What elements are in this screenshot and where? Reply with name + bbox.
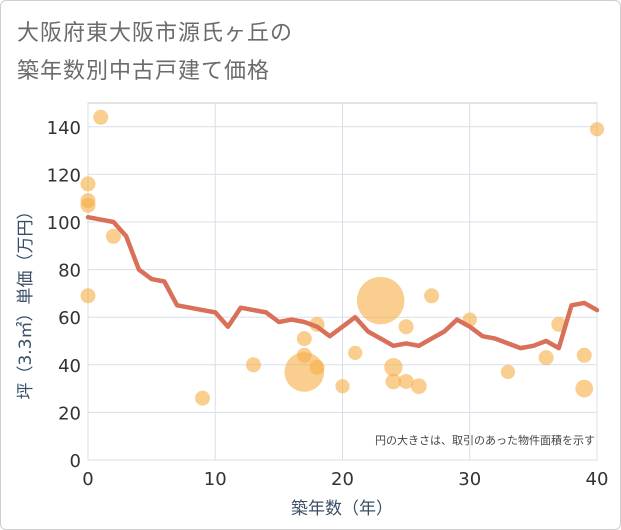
- average-price-line: [85, 214, 600, 351]
- scatter-point: [80, 176, 96, 192]
- x-axis-title: 築年数（年）: [291, 499, 393, 519]
- scatter-point: [309, 359, 325, 375]
- x-tick-label: 30: [458, 469, 481, 490]
- x-tick-label: 0: [82, 469, 93, 490]
- y-tick-label: 40: [58, 356, 81, 377]
- scatter-point: [93, 109, 109, 125]
- scatter-point: [398, 373, 414, 389]
- chart-title-line-1: 大阪府東大阪市源氏ヶ丘の: [17, 21, 294, 46]
- scatter-point: [105, 228, 121, 244]
- x-tick-label: 10: [204, 469, 227, 490]
- bubble-size-note: 円の大きさは、取引のあった物件面積を示す: [375, 433, 595, 447]
- x-tick-label: 40: [586, 469, 609, 490]
- y-tick-label: 20: [58, 403, 81, 424]
- y-axis-title: 坪（3.3㎡）単価（万円）: [16, 202, 36, 399]
- scatter-point: [245, 357, 261, 373]
- average-line-layer: [85, 214, 600, 351]
- scatter-point: [195, 390, 211, 406]
- scatter-point: [500, 364, 516, 380]
- scatter-point: [384, 357, 403, 377]
- x-tick-labels: 0 10 20 30 40: [82, 469, 608, 490]
- y-tick-label: 60: [58, 308, 81, 329]
- y-tick-label: 120: [47, 165, 81, 186]
- y-tick-label: 140: [47, 118, 81, 139]
- x-tick-label: 20: [331, 469, 354, 490]
- y-gridlines: [88, 126, 597, 461]
- y-tick-labels: 0 20 40 60 80 100 120 140: [47, 118, 81, 472]
- y-tick-label: 100: [47, 213, 81, 234]
- scatter-point: [296, 347, 312, 363]
- scatter-point: [296, 331, 312, 347]
- scatter-point: [356, 276, 405, 325]
- chart-title-line-2: 築年数別中古戸建て価格: [17, 59, 271, 84]
- y-tick-label: 80: [58, 261, 81, 282]
- scatter-point: [575, 379, 594, 398]
- scatter-point: [80, 288, 96, 304]
- scatter-point: [348, 345, 363, 361]
- scatter-point: [335, 379, 350, 394]
- y-tick-label: 0: [70, 451, 81, 472]
- scatter-point: [385, 373, 402, 390]
- scatter-bubbles: [80, 109, 605, 406]
- scatter-point: [424, 288, 440, 304]
- scatter-point: [410, 378, 427, 395]
- scatter-point: [576, 347, 592, 363]
- scatter-point: [538, 350, 554, 366]
- x-gridlines: [87, 103, 598, 460]
- scatter-point: [589, 122, 605, 137]
- scatter-point: [398, 319, 414, 335]
- scatter-point: [80, 197, 96, 213]
